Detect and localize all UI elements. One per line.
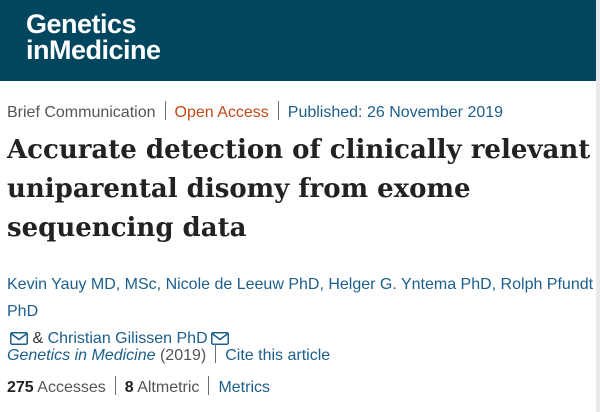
accesses-label: Accesses (37, 379, 106, 396)
logo-prefix: in (26, 35, 50, 65)
author-last[interactable]: Christian Gilissen PhD (47, 330, 208, 347)
divider (114, 376, 116, 395)
divider (164, 101, 166, 120)
author-ampersand: & (32, 330, 44, 347)
metrics-link[interactable]: Metrics (218, 379, 270, 396)
accesses-count: 275 (7, 379, 34, 396)
article-meta: Brief Communication Open Access Published:… (7, 101, 503, 122)
logo-line1: Genetics (26, 9, 137, 39)
journal-logo[interactable]: Genetics inMedicine (26, 9, 161, 65)
altmetric-count: 8 (124, 379, 134, 396)
scrollbar[interactable] (596, 0, 600, 412)
authors-link[interactable]: Kevin Yauy MD, MSc, Nicole de Leeuw PhD,… (7, 276, 594, 320)
open-access-badge: Open Access (174, 104, 269, 121)
altmetric-label: Altmetric (137, 379, 200, 396)
article-metrics: 275 Accesses 8 Altmetric Metrics (7, 376, 270, 397)
journal-name-link[interactable]: Genetics in Medicine (7, 347, 156, 364)
journal-citation: Genetics in Medicine (2019) Cite this art… (7, 344, 330, 365)
logo-line2: Medicine (49, 35, 161, 65)
published-date: Published: 26 November 2019 (287, 104, 504, 121)
journal-year: (2019) (159, 347, 207, 364)
site-header: Genetics inMedicine (0, 0, 600, 81)
divider (208, 376, 210, 395)
article-type: Brief Communication (7, 104, 156, 121)
article-title: Accurate detection of clinically relevan… (7, 135, 591, 243)
cite-this-article-link[interactable]: Cite this article (225, 347, 331, 364)
author-list: Kevin Yauy MD, MSc, Nicole de Leeuw PhD,… (7, 271, 600, 352)
envelope-icon[interactable] (210, 332, 229, 345)
divider (215, 344, 217, 363)
divider (277, 101, 279, 120)
